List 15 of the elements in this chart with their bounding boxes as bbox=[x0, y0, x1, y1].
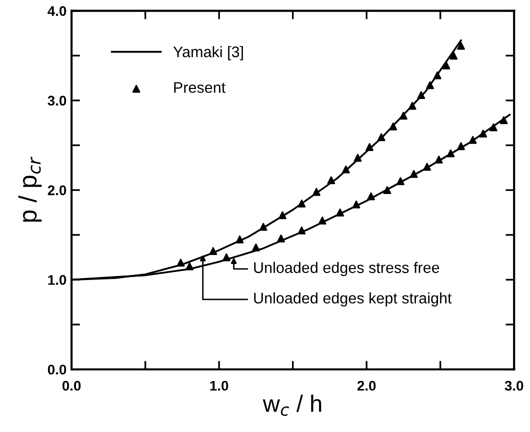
legend-label: Present bbox=[174, 82, 226, 93]
legend-label: Yamaki [3] bbox=[173, 46, 243, 60]
y-tick-label: 1.0 bbox=[48, 275, 66, 285]
y-tick-label: 3.0 bbox=[48, 96, 66, 106]
y-tick-label: 2.0 bbox=[48, 185, 66, 196]
annotation: Unloaded edges kept straight bbox=[254, 292, 452, 307]
x-tick-label: 3.0 bbox=[504, 380, 524, 391]
x-tick-label: 0.0 bbox=[62, 380, 81, 391]
x-tick-label: 2.0 bbox=[357, 380, 376, 391]
y-axis-title: p / p$_{cr}$ bbox=[18, 156, 42, 222]
x-tick-label: 1.0 bbox=[210, 380, 228, 391]
annotation: Unloaded edges stress free bbox=[254, 262, 440, 276]
y-tick-label: 4.0 bbox=[48, 6, 66, 16]
x-axis-title: w$_{c}$ / h bbox=[262, 394, 322, 416]
y-tick-label: 0.0 bbox=[48, 364, 66, 375]
